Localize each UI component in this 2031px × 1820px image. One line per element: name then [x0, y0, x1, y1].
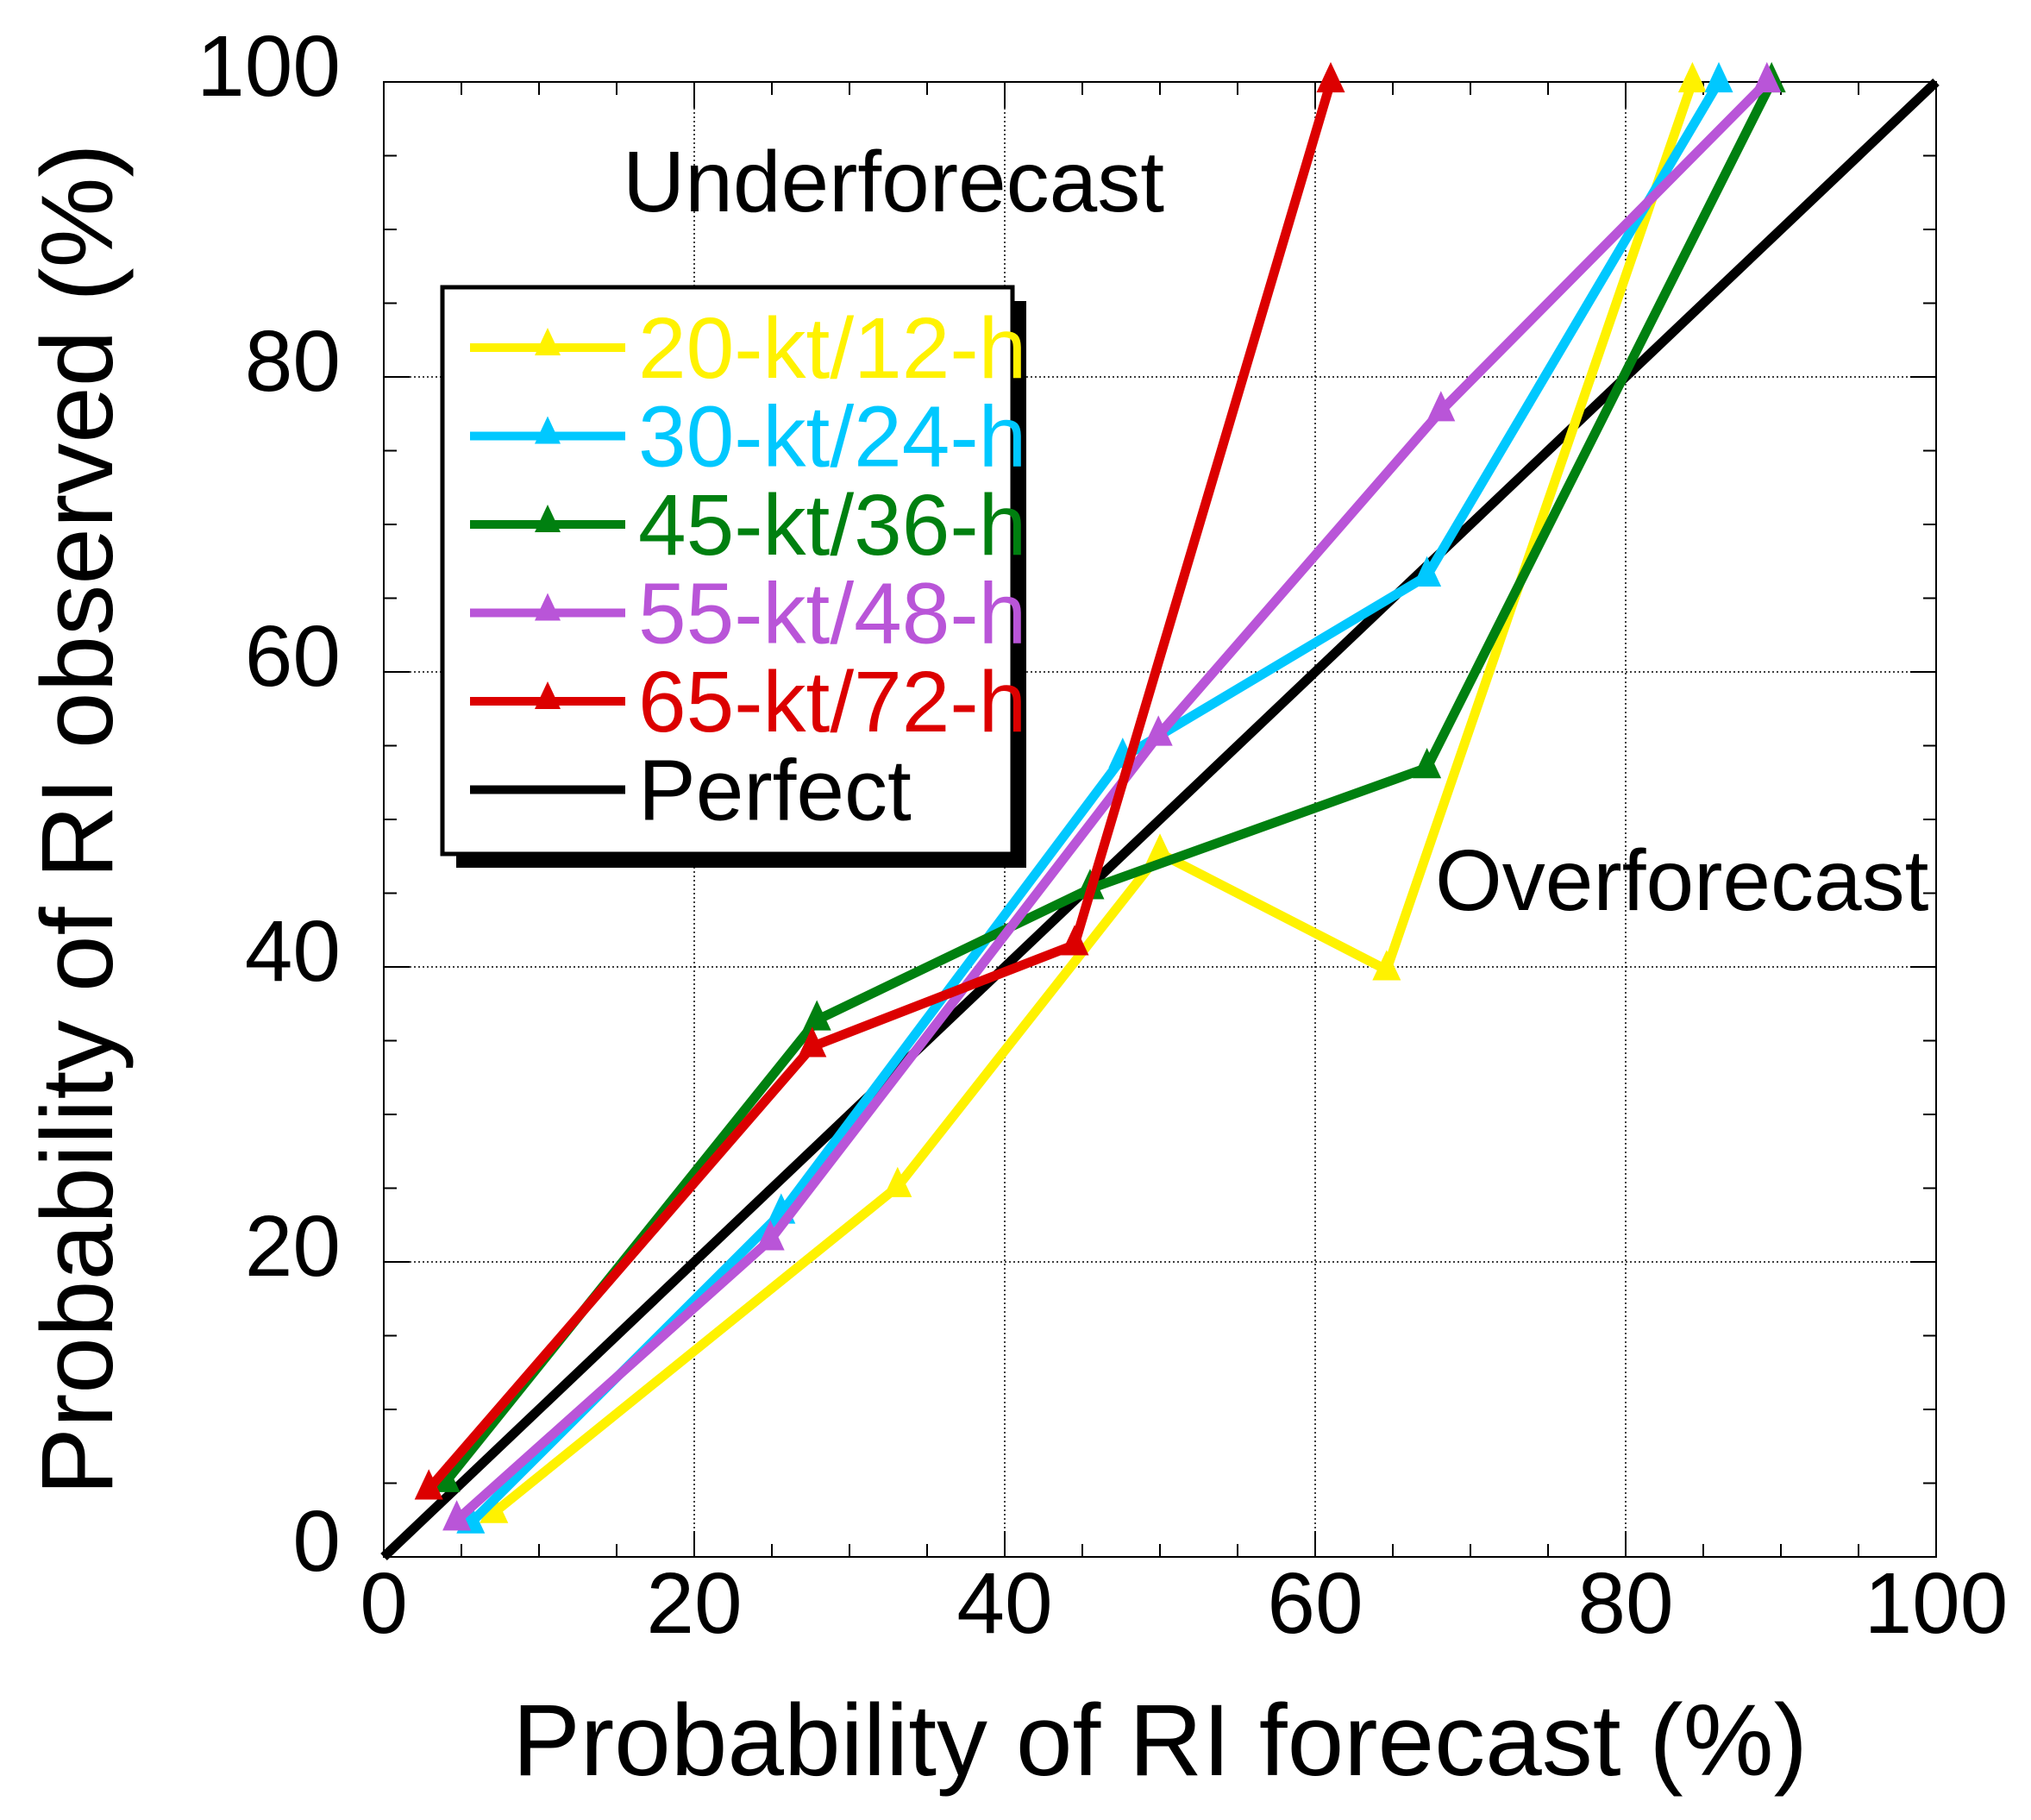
- data-point-55-kt-48-h: [1752, 61, 1782, 93]
- y-tick-label: 20: [245, 1198, 341, 1295]
- data-point-20-kt-12-h: [1372, 950, 1401, 981]
- data-point-30-kt-24-h: [1413, 555, 1442, 587]
- legend: 20-kt/12-h30-kt/24-h45-kt/36-h55-kt/48-h…: [440, 285, 1026, 868]
- y-tick-label: 60: [245, 608, 341, 705]
- legend-item-45-kt-36-h: 45-kt/36-h: [470, 477, 1026, 574]
- series-55-kt-48-h: [442, 61, 1782, 1531]
- x-tick-label: 80: [1577, 1555, 1673, 1652]
- series-line-65-kt-72-h: [425, 80, 1336, 1492]
- data-point-20-kt-12-h: [480, 1492, 509, 1523]
- legend-label: 55-kt/48-h: [638, 566, 1026, 662]
- series-perfect: [380, 78, 1940, 1560]
- legend-swatch-marker: [535, 593, 561, 621]
- legend-item-20-kt-12-h: 20-kt/12-h: [470, 300, 1026, 397]
- data-point-65-kt-72-h: [798, 1026, 827, 1057]
- annotation-overforecast: Overforecast: [1435, 832, 1929, 929]
- legend-swatch-marker: [535, 681, 561, 709]
- x-tick-label: 100: [1865, 1555, 2009, 1652]
- annotation-underforecast: Underforecast: [623, 134, 1164, 230]
- legend-item-perfect: Perfect: [470, 743, 912, 839]
- y-axis-title: Probability of RI observed (%): [21, 143, 135, 1495]
- data-point-55-kt-48-h: [1426, 391, 1456, 422]
- legend-swatch-marker: [535, 328, 561, 355]
- data-point-45-kt-36-h: [1413, 748, 1442, 779]
- y-tick-label: 80: [245, 313, 341, 410]
- y-tick-label: 100: [197, 18, 341, 115]
- data-point-20-kt-12-h: [1677, 61, 1707, 93]
- legend-swatch-marker: [535, 416, 561, 444]
- legend-label: 65-kt/72-h: [638, 654, 1026, 750]
- tick-labels: 0 20 40 60 80 100 0 20 40 60 80 100: [197, 18, 2008, 1652]
- x-tick-label: 60: [1267, 1555, 1363, 1652]
- data-point-65-kt-72-h: [1060, 925, 1089, 956]
- data-point-65-kt-72-h: [414, 1469, 443, 1500]
- legend-label: 20-kt/12-h: [638, 300, 1026, 397]
- legend-label: 30-kt/24-h: [638, 389, 1026, 486]
- legend-item-55-kt-48-h: 55-kt/48-h: [470, 566, 1026, 662]
- data-point-55-kt-48-h: [1144, 715, 1173, 746]
- x-tick-label: 20: [646, 1555, 742, 1652]
- y-tick-label: 0: [292, 1493, 341, 1590]
- legend-item-30-kt-24-h: 30-kt/24-h: [470, 389, 1026, 486]
- legend-box: [440, 285, 1015, 857]
- legend-items: 20-kt/12-h30-kt/24-h45-kt/36-h55-kt/48-h…: [470, 300, 1026, 839]
- x-axis-title: Probability of RI forecast (%): [512, 1684, 1808, 1798]
- series-layer: [380, 61, 1940, 1560]
- data-point-55-kt-48-h: [442, 1500, 472, 1531]
- legend-label: 45-kt/36-h: [638, 477, 1026, 574]
- x-tick-label: 0: [360, 1555, 408, 1652]
- x-tick-label: 40: [956, 1555, 1052, 1652]
- data-point-65-kt-72-h: [1316, 61, 1345, 93]
- series-20-kt-12-h: [480, 61, 1707, 1523]
- plot-frame: [383, 81, 1937, 1558]
- y-tick-label: 40: [245, 903, 341, 1000]
- series-65-kt-72-h: [414, 61, 1345, 1500]
- legend-swatch-marker: [535, 505, 561, 532]
- series-line-perfect: [380, 78, 1940, 1560]
- data-point-45-kt-36-h: [802, 1000, 831, 1031]
- data-point-20-kt-12-h: [883, 1166, 912, 1197]
- legend-label: Perfect: [638, 743, 912, 839]
- data-point-30-kt-24-h: [1704, 61, 1733, 93]
- legend-item-65-kt-72-h: 65-kt/72-h: [470, 654, 1026, 750]
- ticks-layer: [383, 81, 1937, 1558]
- data-point-55-kt-48-h: [755, 1220, 785, 1251]
